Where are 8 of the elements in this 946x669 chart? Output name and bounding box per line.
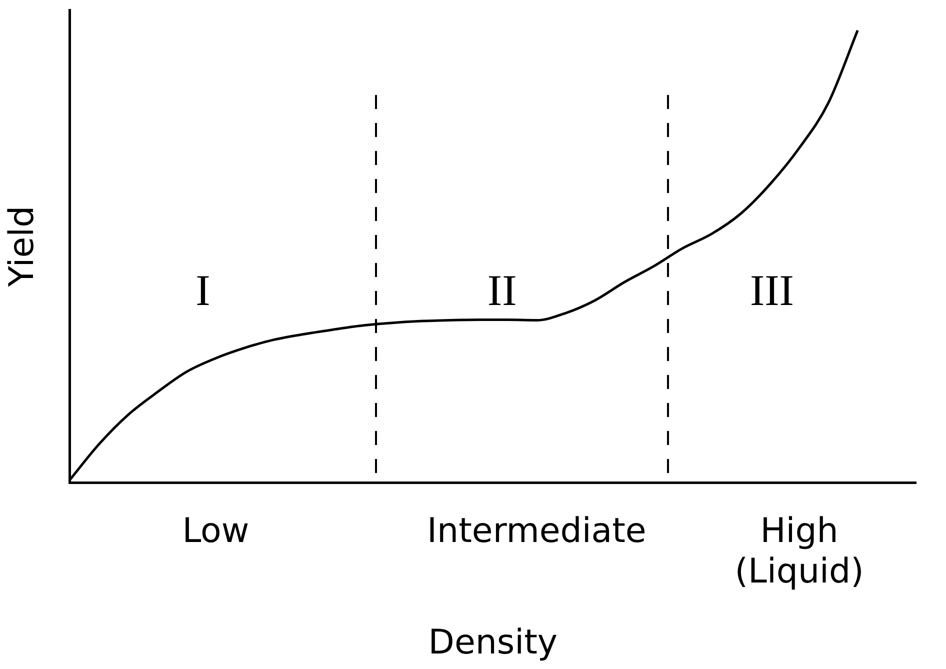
x-tick-label: Low xyxy=(182,510,250,551)
annotation: I xyxy=(196,266,210,316)
x-axis-title: Density xyxy=(428,622,558,662)
x-tick-label: Intermediate xyxy=(426,510,646,551)
x-tick-label: High (Liquid) xyxy=(734,510,864,592)
y-axis-title: Yield xyxy=(2,206,42,288)
annotation: II xyxy=(487,266,517,316)
annotation: III xyxy=(750,266,794,316)
